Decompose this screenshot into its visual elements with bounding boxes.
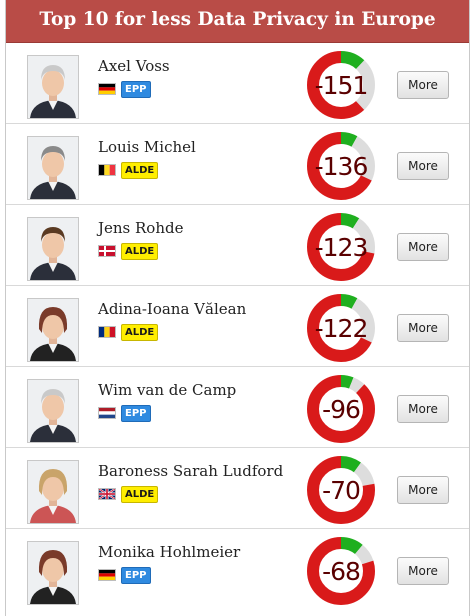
member-meta: ALDE: [98, 161, 159, 179]
score-donut: -151: [307, 51, 375, 119]
more-button[interactable]: More: [397, 152, 449, 180]
member-row: Baroness Sarah Ludford ALDE -70 More: [6, 448, 469, 529]
male-portrait-icon: [27, 136, 79, 200]
member-row: Adina-Ioana Vălean ALDE -122 More: [6, 286, 469, 367]
panel-header: Top 10 for less Data Privacy in Europe: [6, 0, 469, 43]
female-portrait-icon: [27, 460, 79, 524]
member-row: Louis Michel ALDE -136 More: [6, 124, 469, 205]
score-value: -122: [314, 313, 369, 343]
more-button[interactable]: More: [397, 557, 449, 585]
score-donut: -70: [307, 456, 375, 524]
party-badge: EPP: [121, 404, 151, 422]
flag-icon: [98, 83, 116, 95]
member-list: Axel Voss EPP -151 More Louis Michel ALDE -136…: [6, 43, 469, 609]
member-row: Axel Voss EPP -151 More: [6, 43, 469, 124]
member-meta: EPP: [98, 566, 151, 584]
score-value: -96: [322, 394, 361, 424]
member-row: Monika Hohlmeier EPP -68 More: [6, 529, 469, 609]
female-portrait-icon: [27, 541, 79, 605]
panel-title: Top 10 for less Data Privacy in Europe: [39, 9, 436, 30]
member-name: Wim van de Camp: [98, 381, 237, 399]
flag-icon: [98, 407, 116, 419]
member-meta: EPP: [98, 80, 151, 98]
score-value: -68: [322, 556, 361, 586]
member-name: Axel Voss: [98, 57, 170, 75]
score-donut: -96: [307, 375, 375, 443]
member-name: Baroness Sarah Ludford: [98, 462, 284, 480]
score-value: -136: [314, 151, 369, 181]
member-meta: ALDE: [98, 242, 159, 260]
member-name: Monika Hohlmeier: [98, 543, 241, 561]
more-button[interactable]: More: [397, 314, 449, 342]
more-button[interactable]: More: [397, 476, 449, 504]
member-row: Wim van de Camp EPP -96 More: [6, 367, 469, 448]
flag-icon: [98, 164, 116, 176]
member-name: Jens Rohde: [98, 219, 184, 237]
party-badge: ALDE: [121, 485, 159, 503]
flag-icon: [98, 326, 116, 338]
party-badge: ALDE: [121, 161, 159, 179]
score-value: -151: [314, 70, 369, 100]
party-badge: EPP: [121, 80, 151, 98]
score-donut: -123: [307, 213, 375, 281]
member-meta: ALDE: [98, 485, 159, 503]
member-meta: ALDE: [98, 323, 159, 341]
male-portrait-icon: [27, 217, 79, 281]
score-donut: -136: [307, 132, 375, 200]
score-donut: -122: [307, 294, 375, 362]
party-badge: ALDE: [121, 242, 159, 260]
score-value: -123: [314, 232, 369, 262]
member-row: Jens Rohde ALDE -123 More: [6, 205, 469, 286]
flag-icon: [98, 569, 116, 581]
score-donut: -68: [307, 537, 375, 605]
member-meta: EPP: [98, 404, 151, 422]
party-badge: EPP: [121, 566, 151, 584]
more-button[interactable]: More: [397, 233, 449, 261]
male-portrait-icon: [27, 379, 79, 443]
member-name: Louis Michel: [98, 138, 196, 156]
more-button[interactable]: More: [397, 395, 449, 423]
male-portrait-icon: [27, 55, 79, 119]
party-badge: ALDE: [121, 323, 159, 341]
female-portrait-icon: [27, 298, 79, 362]
flag-icon: [98, 488, 116, 500]
member-name: Adina-Ioana Vălean: [98, 300, 247, 318]
flag-icon: [98, 245, 116, 257]
top10-panel: Top 10 for less Data Privacy in Europe A…: [5, 0, 470, 616]
more-button[interactable]: More: [397, 71, 449, 99]
score-value: -70: [322, 475, 361, 505]
